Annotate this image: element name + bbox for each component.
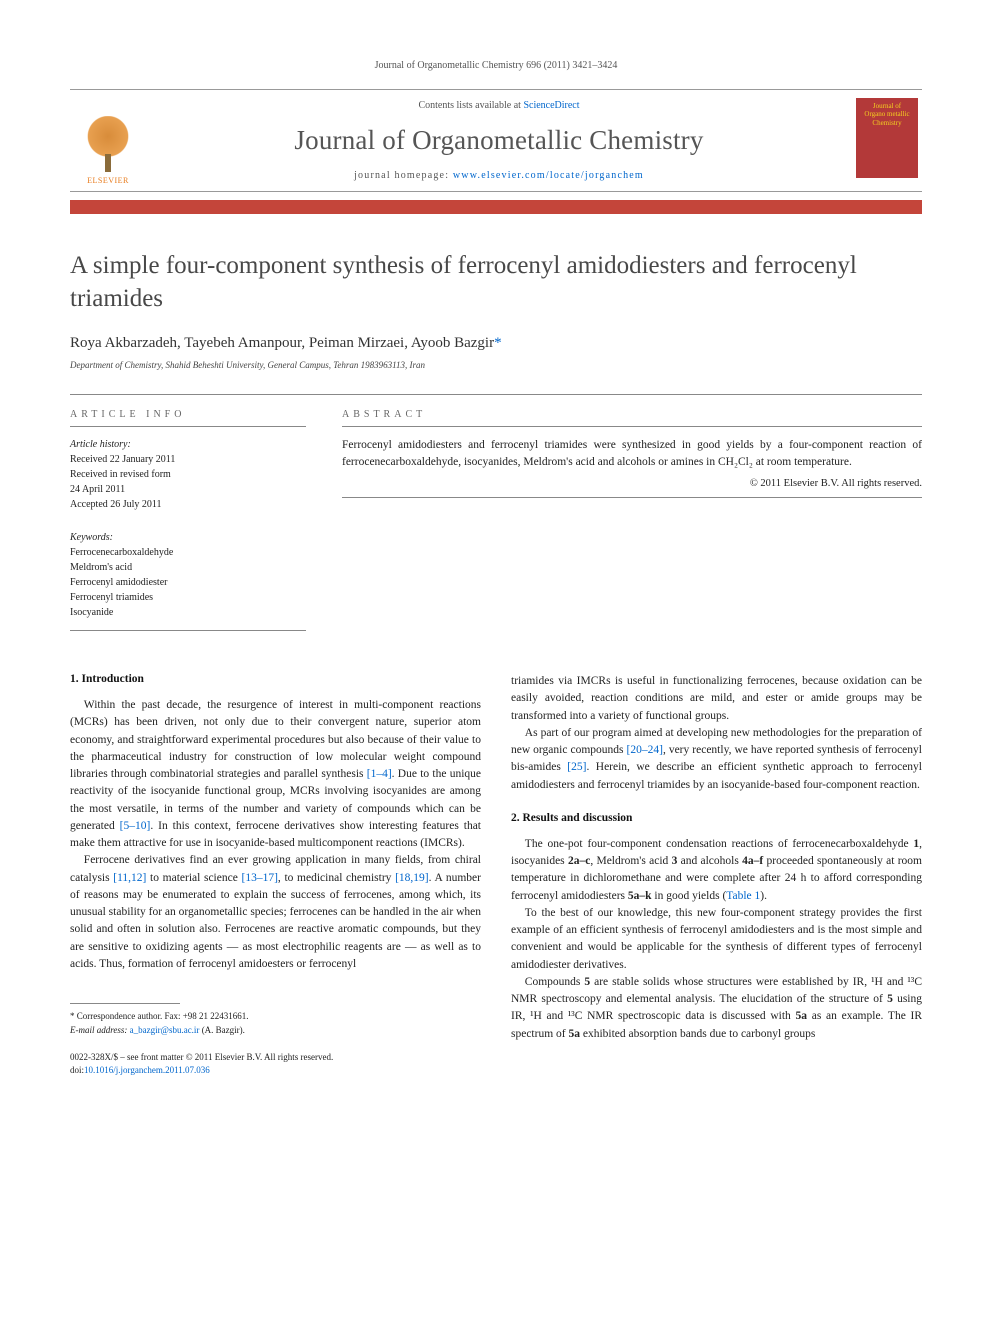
journal-title: Journal of Organometallic Chemistry xyxy=(154,125,844,156)
keyword: Isocyanide xyxy=(70,607,113,618)
citation-link[interactable]: [5–10] xyxy=(120,820,151,832)
revised-line2: 24 April 2011 xyxy=(70,484,125,495)
email-link[interactable]: a_bazgir@sbu.ac.ir xyxy=(130,1025,200,1035)
citation-link[interactable]: [13–17] xyxy=(241,872,277,884)
homepage-line: journal homepage: www.elsevier.com/locat… xyxy=(154,170,844,181)
elsevier-logo: ELSEVIER xyxy=(70,90,146,191)
keyword: Ferrocenyl amidodiester xyxy=(70,577,167,588)
elsevier-label: ELSEVIER xyxy=(87,176,129,185)
section-heading-intro: 1. Introduction xyxy=(70,673,481,685)
keyword: Ferrocenyl triamides xyxy=(70,592,153,603)
keywords-label: Keywords: xyxy=(70,532,113,543)
body-paragraph: triamides via IMCRs is useful in functio… xyxy=(511,673,922,725)
front-matter-line: 0022-328X/$ – see front matter © 2011 El… xyxy=(70,1052,333,1062)
doi-label: doi: xyxy=(70,1065,84,1075)
journal-reference: Journal of Organometallic Chemistry 696 … xyxy=(70,60,922,71)
sciencedirect-link[interactable]: ScienceDirect xyxy=(523,100,579,111)
corresponding-author-marker[interactable]: * xyxy=(494,335,502,351)
keywords-block: Keywords: Ferrocenecarboxaldehyde Meldro… xyxy=(70,530,306,620)
citation-link[interactable]: [11,12] xyxy=(113,872,146,884)
contents-prefix: Contents lists available at xyxy=(418,100,523,111)
elsevier-tree-icon xyxy=(76,116,140,174)
revised-line1: Received in revised form xyxy=(70,469,171,480)
abstract-copyright: © 2011 Elsevier B.V. All rights reserved… xyxy=(342,478,922,489)
body-column-left: 1. Introduction Within the past decade, … xyxy=(70,673,481,1076)
body-paragraph: Compounds 5 are stable solids whose stru… xyxy=(511,974,922,1043)
footnote-divider xyxy=(70,1003,180,1004)
accepted-date: Accepted 26 July 2011 xyxy=(70,499,162,510)
table-link[interactable]: Table 1 xyxy=(726,890,760,902)
article-history: Article history: Received 22 January 201… xyxy=(70,437,306,512)
header-accent-bar xyxy=(70,200,922,214)
abstract-panel: ABSTRACT Ferrocenyl amidodiesters and fe… xyxy=(342,395,922,631)
abstract-text: Ferrocenyl amidodiesters and ferrocenyl … xyxy=(342,437,922,472)
section-heading-results: 2. Results and discussion xyxy=(511,812,922,824)
body-paragraph: Ferrocene derivatives find an ever growi… xyxy=(70,852,481,973)
body-paragraph: The one-pot four-component condensation … xyxy=(511,836,922,905)
body-paragraph: Within the past decade, the resurgence o… xyxy=(70,697,481,852)
article-title: A simple four-component synthesis of fer… xyxy=(70,250,922,315)
keyword: Ferrocenecarboxaldehyde xyxy=(70,547,173,558)
citation-link[interactable]: [1–4] xyxy=(367,768,392,780)
article-body: 1. Introduction Within the past decade, … xyxy=(70,673,922,1076)
corr-author-text: * Correspondence author. Fax: +98 21 224… xyxy=(70,1011,249,1021)
body-paragraph: As part of our program aimed at developi… xyxy=(511,725,922,794)
abstract-heading: ABSTRACT xyxy=(342,409,922,420)
corresponding-author-footnote: * Correspondence author. Fax: +98 21 224… xyxy=(70,1010,481,1037)
cover-label: Journal of Organo metallic Chemistry xyxy=(864,102,909,127)
citation-link[interactable]: [18,19] xyxy=(395,872,429,884)
affiliation: Department of Chemistry, Shahid Beheshti… xyxy=(70,360,922,370)
citation-link[interactable]: [20–24] xyxy=(627,744,663,756)
header-center: Contents lists available at ScienceDirec… xyxy=(146,90,852,191)
journal-header: ELSEVIER Contents lists available at Sci… xyxy=(70,89,922,192)
authors-text: Roya Akbarzadeh, Tayebeh Amanpour, Peima… xyxy=(70,335,494,351)
article-info-panel: ARTICLE INFO Article history: Received 2… xyxy=(70,395,306,631)
keyword: Meldrom's acid xyxy=(70,562,132,573)
email-label: E-mail address: xyxy=(70,1025,130,1035)
email-suffix: (A. Bazgir). xyxy=(199,1025,244,1035)
homepage-link[interactable]: www.elsevier.com/locate/jorganchem xyxy=(453,170,644,181)
article-info-heading: ARTICLE INFO xyxy=(70,409,306,420)
authors-list: Roya Akbarzadeh, Tayebeh Amanpour, Peima… xyxy=(70,335,922,352)
citation-link[interactable]: [25] xyxy=(567,761,586,773)
history-label: Article history: xyxy=(70,439,131,450)
contents-available-line: Contents lists available at ScienceDirec… xyxy=(154,100,844,111)
page-footer: 0022-328X/$ – see front matter © 2011 El… xyxy=(70,1051,481,1076)
body-column-right: triamides via IMCRs is useful in functio… xyxy=(511,673,922,1076)
homepage-prefix: journal homepage: xyxy=(354,170,453,181)
received-date: Received 22 January 2011 xyxy=(70,454,175,465)
body-paragraph: To the best of our knowledge, this new f… xyxy=(511,905,922,974)
doi-link[interactable]: 10.1016/j.jorganchem.2011.07.036 xyxy=(84,1065,210,1075)
journal-cover-thumbnail: Journal of Organo metallic Chemistry xyxy=(856,98,918,178)
